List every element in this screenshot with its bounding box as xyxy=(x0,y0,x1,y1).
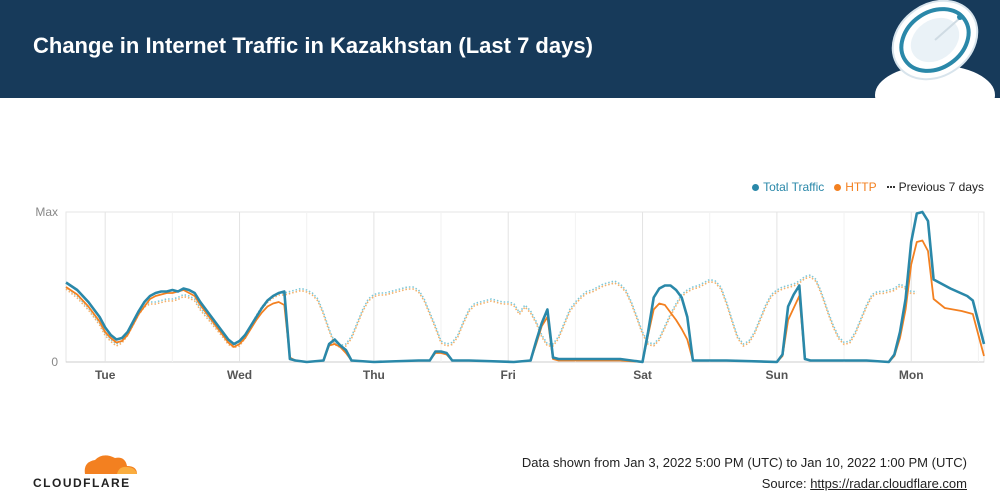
x-tick-tue: Tue xyxy=(95,368,116,382)
satellite-dish-icon xyxy=(875,0,995,98)
legend-total-label: Total Traffic xyxy=(763,180,825,194)
legend-item-previous: Previous 7 days xyxy=(886,180,984,194)
x-tick-wed: Wed xyxy=(227,368,252,382)
series-line-total-traffic xyxy=(65,210,986,364)
legend-previous-marker xyxy=(886,186,895,188)
y-tick-0: 0 xyxy=(51,355,58,369)
x-tick-sat: Sat xyxy=(633,368,652,382)
x-tick-thu: Thu xyxy=(363,368,385,382)
source-label: Source: xyxy=(761,476,811,491)
x-tick-fri: Fri xyxy=(501,368,516,382)
legend-item-total: Total Traffic xyxy=(752,180,824,194)
traffic-chart: Tue Wed Thu Fri Sat Sun Mon Max 0 xyxy=(35,205,986,382)
header-banner: Change in Internet Traffic in Kazakhstan… xyxy=(0,0,1000,98)
legend-previous-label: Previous 7 days xyxy=(898,180,984,194)
source-link[interactable]: https://radar.cloudflare.com xyxy=(810,476,967,491)
legend-total-dot xyxy=(752,183,760,191)
legend-http-label: HTTP xyxy=(845,180,877,194)
chart-legend: Total Traffic HTTP Previous 7 days xyxy=(752,180,984,194)
chart-series xyxy=(65,210,986,364)
legend-item-http: HTTP xyxy=(834,180,877,194)
cloudflare-logo-icon xyxy=(84,455,137,474)
chart-grid xyxy=(65,211,985,363)
series-line-previous-7-days xyxy=(65,274,917,347)
data-range-text: Data shown from Jan 3, 2022 5:00 PM (UTC… xyxy=(521,455,967,470)
page-title: Change in Internet Traffic in Kazakhstan… xyxy=(33,33,593,58)
plot-frame xyxy=(65,211,985,363)
x-tick-sun: Sun xyxy=(766,368,789,382)
legend-http-dot xyxy=(834,183,842,191)
y-tick-max: Max xyxy=(35,205,58,219)
series-line-previous-7-days-http xyxy=(65,276,917,349)
brand-name: CLOUDFLARE xyxy=(33,476,131,490)
source-text: Source: https://radar.cloudflare.com xyxy=(762,476,967,491)
y-axis-labels: Max 0 xyxy=(35,205,58,369)
x-tick-mon: Mon xyxy=(899,368,924,382)
x-axis-labels: Tue Wed Thu Fri Sat Sun Mon xyxy=(95,368,924,382)
